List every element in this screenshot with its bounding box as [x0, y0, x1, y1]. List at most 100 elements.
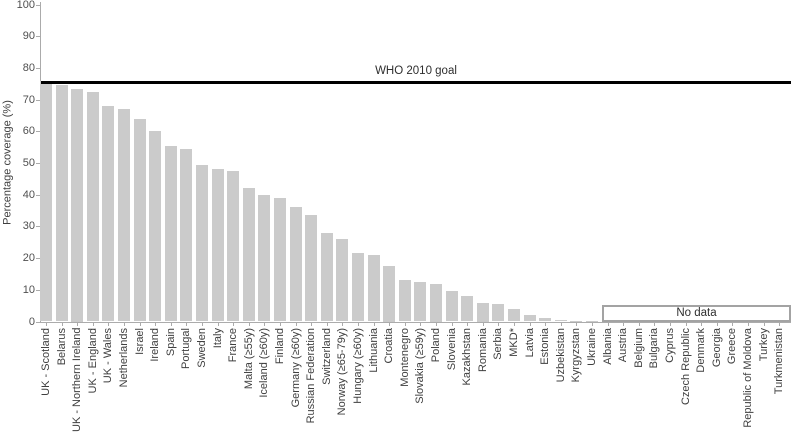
x-tick-mark [358, 322, 359, 326]
x-tick-label: Turkmenistan [773, 328, 786, 395]
y-tick-mark [36, 321, 40, 323]
bar-hungary-60y- [352, 253, 364, 322]
x-tick-mark [77, 322, 79, 326]
bar-latvia [523, 315, 536, 322]
x-tick-mark [280, 322, 281, 326]
bar-lithuania [367, 254, 380, 322]
x-tick-label: Switzerland [320, 328, 333, 385]
bar-kazakhstan [461, 296, 474, 322]
y-tick-label: 10 [22, 283, 35, 296]
y-tick-label: 100 [16, 0, 35, 11]
x-tick-label: Greece [726, 328, 739, 365]
bar-serbia [492, 304, 505, 322]
x-tick-label: Slovenia [445, 328, 458, 371]
x-tick-label: Georgia [710, 328, 723, 368]
y-tick-label: 40 [22, 188, 35, 201]
x-tick-label: Bulgaria [648, 328, 661, 369]
x-tick-mark [732, 322, 734, 326]
bar-france [227, 170, 240, 322]
y-tick-mark [36, 289, 40, 291]
x-tick-mark [326, 322, 328, 326]
x-tick-label: Sweden [196, 328, 208, 368]
x-tick-label: Czech Republic [679, 328, 692, 406]
x-tick-mark [670, 322, 671, 326]
bar-poland [430, 283, 442, 322]
x-tick-label: Cyprus [664, 328, 676, 363]
x-tick-mark [529, 322, 531, 326]
x-tick-label: Estonia [539, 328, 552, 365]
x-axis-line [40, 322, 791, 323]
x-tick-label: UK - Scotland [40, 328, 52, 396]
x-tick-mark [311, 322, 313, 326]
x-tick-mark [623, 322, 625, 326]
y-tick-mark [36, 258, 40, 260]
x-tick-label: Poland [430, 328, 442, 363]
x-tick-mark [654, 322, 656, 326]
x-tick-label: UK - England [86, 328, 99, 394]
y-tick-label: 50 [22, 157, 35, 169]
x-tick-mark [436, 322, 437, 326]
bar-malta-55y- [242, 188, 255, 322]
x-tick-label: Lithuania [367, 328, 380, 373]
x-tick-mark [139, 322, 141, 326]
x-tick-mark [451, 322, 453, 326]
x-tick-label: Iceland (≥60y) [258, 328, 271, 398]
y-tick-mark [36, 226, 40, 228]
bar-kyrgyzstan [570, 320, 583, 322]
x-tick-label: Croatia [383, 328, 396, 364]
x-tick-label: Spain [164, 328, 177, 357]
bar-belarus [55, 85, 68, 322]
x-tick-label: UK - Northern Ireland [71, 327, 84, 432]
x-tick-label: MKD* [508, 328, 520, 357]
x-tick-label: Russian Federation [305, 328, 318, 424]
x-tick-mark [763, 322, 765, 326]
who-goal-reference-line [41, 81, 791, 84]
x-tick-label: Denmark [695, 328, 708, 373]
x-tick-mark [685, 322, 687, 326]
bar-switzerland [320, 232, 333, 322]
x-tick-mark [467, 322, 469, 326]
bar-mkd- [508, 308, 520, 322]
x-tick-mark [404, 322, 406, 326]
x-tick-mark [373, 322, 375, 326]
x-tick-mark [155, 322, 157, 326]
x-tick-mark [514, 322, 515, 326]
bar-uk-scotland [40, 80, 52, 322]
y-tick-mark [36, 131, 40, 133]
x-tick-label: Latvia [523, 328, 536, 358]
x-tick-mark [592, 322, 593, 326]
y-tick-label: 0 [28, 315, 35, 328]
bar-montenegro [398, 280, 411, 322]
x-tick-mark [638, 322, 640, 326]
bar-estonia [539, 318, 552, 322]
x-tick-mark [576, 322, 578, 326]
x-tick-mark [61, 322, 63, 326]
y-tick-label: 20 [22, 252, 35, 265]
x-tick-mark [701, 322, 703, 326]
x-tick-label: Hungary (≥60y) [352, 328, 364, 404]
y-tick-mark [36, 36, 40, 38]
y-tick-label: 90 [22, 30, 35, 43]
bar-israel [133, 118, 146, 322]
x-tick-mark [202, 322, 203, 326]
x-tick-mark [92, 322, 94, 326]
x-tick-label: Kyrgyzstan [570, 328, 583, 383]
bar-ireland [149, 131, 162, 322]
x-tick-label: Romania [476, 328, 489, 373]
x-tick-label: Norway (≥65-79y) [336, 328, 349, 416]
x-tick-mark [170, 322, 172, 326]
x-tick-mark [545, 322, 547, 326]
x-tick-label: Slovakia (≥59y) [414, 328, 427, 404]
y-tick-mark [36, 99, 40, 101]
bar-italy [211, 169, 224, 322]
x-tick-label: Montenegro [398, 328, 411, 387]
bar-norway-65-79y- [336, 239, 349, 322]
x-tick-mark [217, 322, 219, 326]
bar-slovenia [445, 291, 458, 322]
bar-sweden [196, 164, 208, 322]
x-tick-mark [420, 322, 422, 326]
x-tick-mark [748, 322, 749, 326]
x-tick-label: Ukraine [586, 328, 598, 366]
x-tick-label: Ireland [149, 328, 162, 362]
no-data-box: No data [602, 305, 791, 322]
